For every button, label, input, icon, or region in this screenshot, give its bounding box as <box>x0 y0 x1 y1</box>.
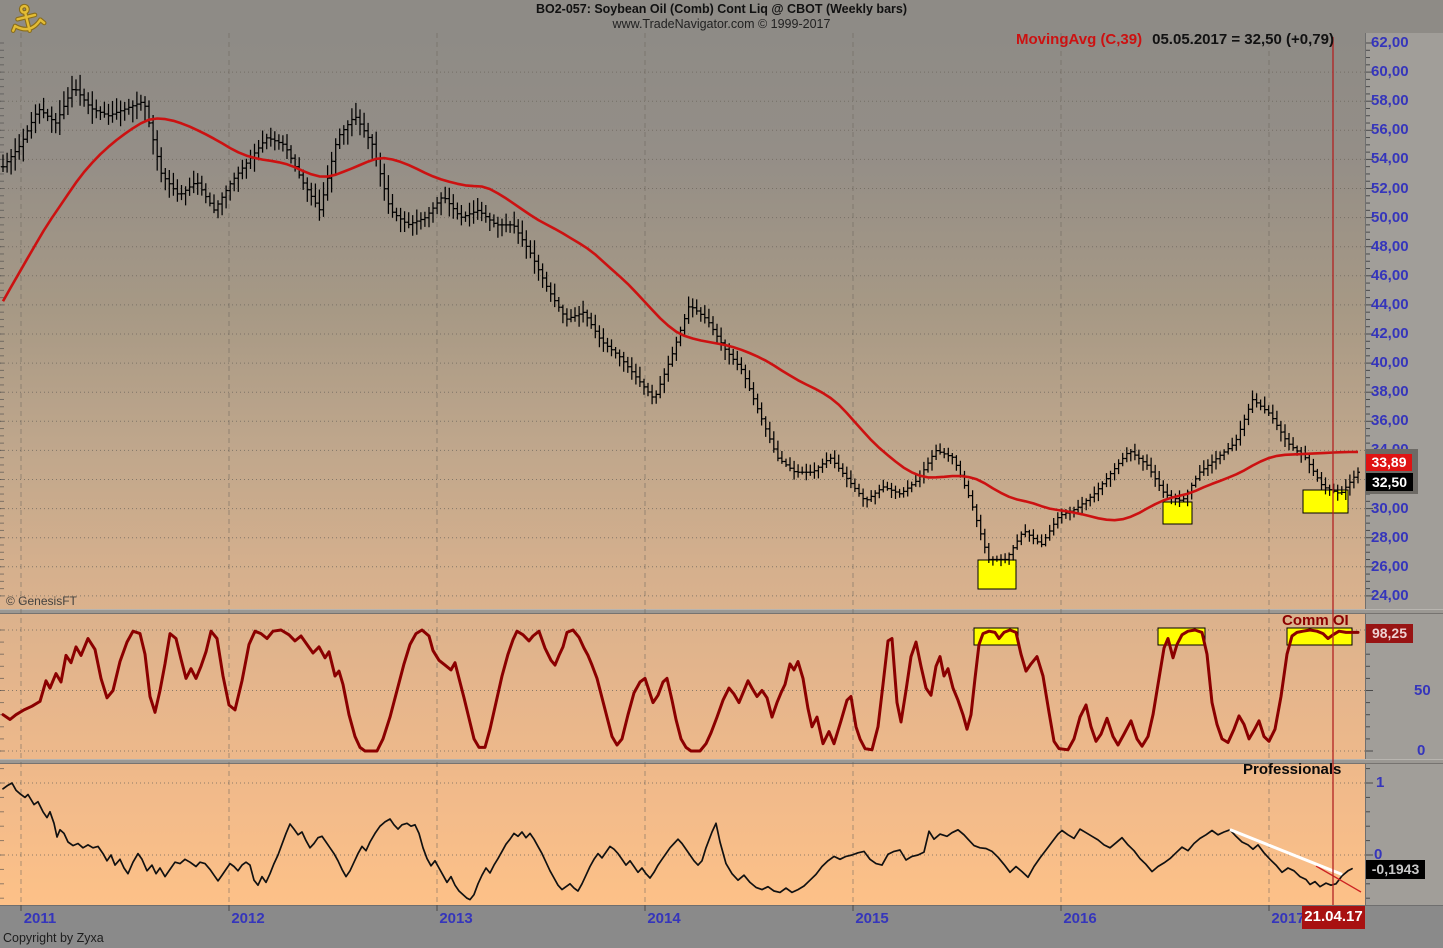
panel-separator-1[interactable] <box>0 609 1443 614</box>
price-axis-label: 42,00 <box>1371 325 1409 342</box>
last-close-value-tag: 32,50 <box>1366 473 1413 491</box>
price-axis-label: 26,00 <box>1371 558 1409 575</box>
anchor-logo-icon[interactable] <box>5 2 49 38</box>
x-axis-year-label: 2016 <box>1063 910 1097 927</box>
x-axis-year-label: 2013 <box>439 910 473 927</box>
highlight-box <box>1162 501 1193 525</box>
x-axis-year-label: 2017 <box>1271 910 1305 927</box>
comm-oi-axis-label: 0 <box>1417 742 1426 759</box>
price-axis-label: 46,00 <box>1371 267 1409 284</box>
price-axis-label: 62,00 <box>1371 34 1409 51</box>
moving-average-legend-label: MovingAvg (C,39) <box>1016 31 1143 48</box>
x-axis-year-label: 2011 <box>23 910 57 927</box>
comm-oi-axis-label: 50 <box>1414 682 1431 699</box>
price-axis-label: 30,00 <box>1371 500 1409 517</box>
professionals-value-tag: -0,1943 <box>1366 860 1425 879</box>
professionals-axis-label: 1 <box>1376 774 1385 791</box>
x-axis-year-label: 2015 <box>855 910 889 927</box>
panel-separator-2[interactable] <box>0 759 1443 764</box>
price-axis-label: 52,00 <box>1371 180 1409 197</box>
time-axis-band <box>0 905 1443 948</box>
trendline[interactable] <box>1229 828 1343 876</box>
price-axis-label: 36,00 <box>1371 412 1409 429</box>
comm-oi-line <box>1 628 1360 753</box>
price-axis-label: 60,00 <box>1371 63 1409 80</box>
indicator-legend[interactable]: MovingAvg (C,39) 05.05.2017 = 32,50 (+0,7… <box>1016 31 1334 48</box>
price-axis-label: 58,00 <box>1371 92 1409 109</box>
price-axis-label: 48,00 <box>1371 238 1409 255</box>
x-axis-year-label: 2012 <box>231 910 265 927</box>
x-axis-year-label: 2014 <box>647 910 681 927</box>
projection-line <box>1315 865 1362 893</box>
cursor-date-tag: 21.04.17 <box>1302 906 1365 929</box>
professionals-line <box>2 782 1353 901</box>
price-axis-label: 38,00 <box>1371 383 1409 400</box>
highlight-box <box>977 559 1017 590</box>
professionals-axis-label: 0 <box>1374 846 1383 863</box>
moving-average-line <box>1 117 1359 522</box>
chart-title: BO2-057: Soybean Oil (Comb) Cont Liq @ C… <box>535 2 908 16</box>
price-axis-label: 56,00 <box>1371 121 1409 138</box>
chart-subtitle: www.TradeNavigator.com © 1999-2017 <box>612 17 831 31</box>
professionals-panel-label: Professionals <box>1243 761 1342 778</box>
price-axis-label: 44,00 <box>1371 296 1409 313</box>
moving-average-value-tag: 33,89 <box>1366 454 1412 471</box>
cursor-readout-value: 05.05.2017 = 32,50 (+0,79) <box>1152 31 1334 48</box>
price-axis-label: 24,00 <box>1371 587 1409 604</box>
comm-oi-panel-label: Comm OI <box>1282 612 1349 629</box>
header-band <box>0 0 1443 33</box>
price-bars-series <box>1 74 1360 567</box>
price-axis-label: 40,00 <box>1371 354 1409 371</box>
copyright-watermark: Copyright by Zyxa <box>3 931 104 945</box>
comm-oi-value-tag: 98,25 <box>1366 624 1413 643</box>
price-axis-label: 54,00 <box>1371 150 1409 167</box>
price-axis-label: 50,00 <box>1371 209 1409 226</box>
genesis-watermark: © GenesisFT <box>6 594 77 608</box>
price-axis-label: 28,00 <box>1371 529 1409 546</box>
